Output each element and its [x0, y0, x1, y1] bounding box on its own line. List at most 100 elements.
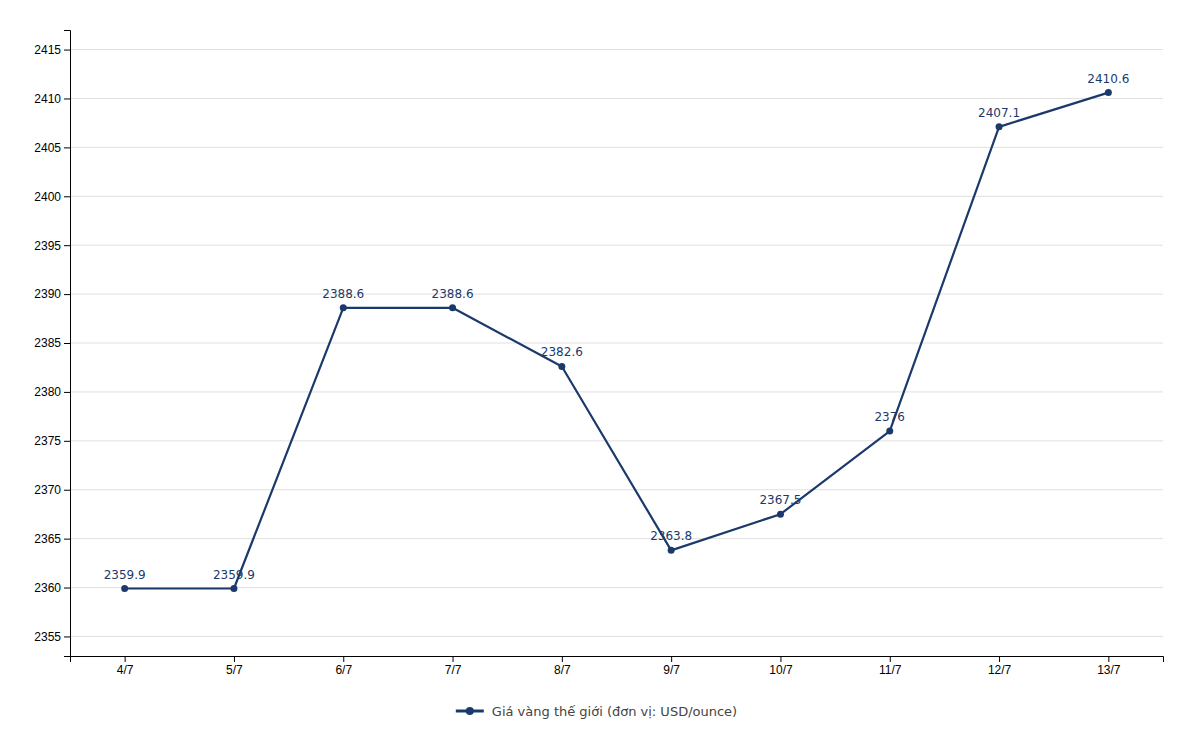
x-tick-label: 6/7	[335, 663, 352, 677]
x-tick: 9/7	[663, 656, 680, 677]
marks	[121, 89, 1112, 592]
x-tick: 10/7	[769, 656, 793, 677]
y-tick-label: 2355	[34, 630, 61, 644]
y-tick-mark	[64, 98, 70, 99]
legend-label: Giá vàng thế giới (đơn vị: USD/ounce)	[492, 704, 737, 719]
legend: Giá vàng thế giới (đơn vị: USD/ounce)	[456, 704, 737, 719]
grid-line	[70, 245, 1163, 246]
data-label: 2363.8	[650, 529, 692, 543]
x-tick-label: 7/7	[445, 663, 462, 677]
y-tick-label: 2410	[34, 92, 61, 106]
y-tick: 2355	[34, 630, 70, 644]
y-tick-label: 2395	[34, 239, 61, 253]
y-tick-mark	[64, 147, 70, 148]
plot: 2355236023652370237523802385239023952400…	[34, 31, 1163, 677]
grid-line	[70, 343, 1163, 344]
y-tick-mark	[64, 490, 70, 491]
grid	[70, 50, 1163, 637]
data-label: 2388.6	[322, 287, 364, 301]
x-tick-label: 10/7	[769, 663, 793, 677]
y-tick: 2380	[34, 385, 70, 399]
data-label: 2367.5	[759, 493, 801, 507]
y-tick: 2370	[34, 483, 70, 497]
legend-marker	[466, 707, 474, 715]
x-tick-mark	[562, 656, 563, 662]
x-axis-line	[71, 657, 1164, 663]
y-tick-label: 2385	[34, 336, 61, 350]
y-tick: 2365	[34, 532, 70, 546]
data-labels: 2359.92359.92388.62388.62382.62363.82367…	[104, 72, 1130, 582]
y-tick-mark	[64, 294, 70, 295]
x-tick-mark	[890, 656, 891, 662]
y-tick: 2360	[34, 581, 70, 595]
y-tick-mark	[64, 441, 70, 442]
y-tick: 2400	[34, 190, 70, 204]
y-tick-mark	[64, 50, 70, 51]
point	[558, 363, 565, 370]
point	[777, 511, 784, 518]
point	[886, 428, 893, 435]
x-tick-label: 9/7	[663, 663, 680, 677]
y-tick-label: 2365	[34, 532, 61, 546]
y-tick-label: 2405	[34, 141, 61, 155]
data-label: 2407.1	[978, 106, 1020, 120]
grid-line	[70, 294, 1163, 295]
y-tick: 2405	[34, 141, 70, 155]
data-label: 2382.6	[541, 345, 583, 359]
x-tick: 11/7	[879, 656, 902, 677]
y-tick-label: 2360	[34, 581, 61, 595]
point	[668, 547, 675, 554]
y-tick: 2415	[34, 43, 70, 57]
grid-line	[70, 391, 1163, 392]
x-tick-label: 5/7	[226, 663, 243, 677]
y-tick: 2395	[34, 239, 70, 253]
x-tick: 7/7	[445, 656, 462, 677]
point	[996, 123, 1003, 130]
y-tick: 2410	[34, 92, 70, 106]
y-tick-label: 2415	[34, 43, 61, 57]
data-label: 2410.6	[1087, 72, 1129, 86]
x-tick-label: 13/7	[1097, 663, 1121, 677]
y-tick-mark	[64, 196, 70, 197]
y-tick-mark	[64, 392, 70, 393]
grid-line	[70, 147, 1163, 148]
x-tick-mark	[780, 656, 781, 662]
point	[449, 304, 456, 311]
y-tick-mark	[64, 588, 70, 589]
y-tick-label: 2390	[34, 287, 61, 301]
data-label: 2359.9	[213, 568, 255, 582]
x-tick-label: 11/7	[879, 663, 902, 677]
x-tick: 6/7	[335, 656, 352, 677]
point	[340, 304, 347, 311]
x-tick: 12/7	[988, 656, 1012, 677]
y-tick-label: 2370	[34, 483, 61, 497]
chart: 2355236023652370237523802385239023952400…	[0, 0, 1193, 746]
data-label: 2376	[874, 410, 905, 424]
y-tick-label: 2400	[34, 190, 61, 204]
grid-line	[70, 98, 1163, 99]
grid-line	[70, 196, 1163, 197]
y-axis: 2355236023652370237523802385239023952400…	[34, 31, 70, 657]
x-tick: 5/7	[226, 656, 243, 677]
x-tick-mark	[343, 656, 344, 662]
point	[1105, 89, 1112, 96]
x-tick: 13/7	[1097, 656, 1121, 677]
x-tick-label: 4/7	[117, 663, 134, 677]
x-tick-mark	[125, 656, 126, 662]
x-tick-label: 8/7	[554, 663, 571, 677]
point	[230, 585, 237, 592]
grid-line	[70, 489, 1163, 490]
x-axis: 4/7 5/7 6/7 7/7 8/7 9/7 10/7 11/7 12/7 13/7	[71, 656, 1164, 677]
point	[121, 585, 128, 592]
x-tick-mark	[453, 656, 454, 662]
x-tick-label: 12/7	[988, 663, 1012, 677]
grid-line	[70, 636, 1163, 637]
series-line	[125, 93, 1109, 589]
data-label: 2388.6	[432, 287, 474, 301]
x-tick-mark	[671, 656, 672, 662]
y-axis-line	[64, 31, 71, 657]
x-tick-mark	[1108, 656, 1109, 662]
y-tick-mark	[64, 245, 70, 246]
y-tick-label: 2380	[34, 385, 61, 399]
legend-item: Giá vàng thế giới (đơn vị: USD/ounce)	[456, 704, 737, 719]
